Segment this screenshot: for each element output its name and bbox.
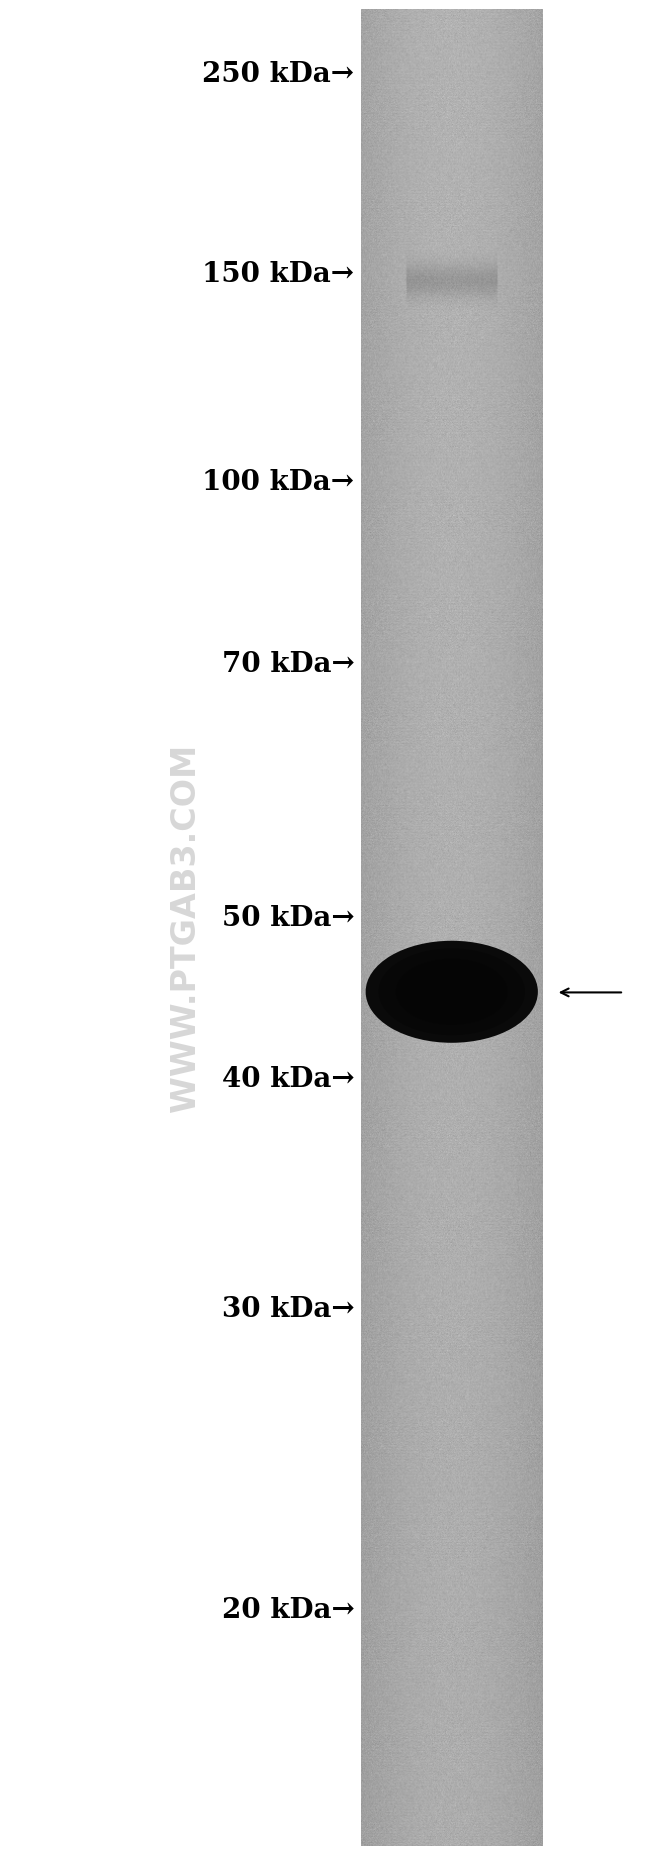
Text: 30 kDa→: 30 kDa→ <box>222 1297 354 1323</box>
Text: 70 kDa→: 70 kDa→ <box>222 651 354 677</box>
Text: 40 kDa→: 40 kDa→ <box>222 1067 354 1093</box>
Text: 50 kDa→: 50 kDa→ <box>222 905 354 931</box>
Ellipse shape <box>396 959 508 1026</box>
Text: 100 kDa→: 100 kDa→ <box>202 469 354 495</box>
Text: 150 kDa→: 150 kDa→ <box>202 262 354 288</box>
Ellipse shape <box>365 940 538 1043</box>
Ellipse shape <box>378 948 525 1035</box>
Text: 20 kDa→: 20 kDa→ <box>222 1597 354 1623</box>
Text: WWW.PTGAB3.COM: WWW.PTGAB3.COM <box>169 744 202 1111</box>
Text: 250 kDa→: 250 kDa→ <box>202 61 354 87</box>
